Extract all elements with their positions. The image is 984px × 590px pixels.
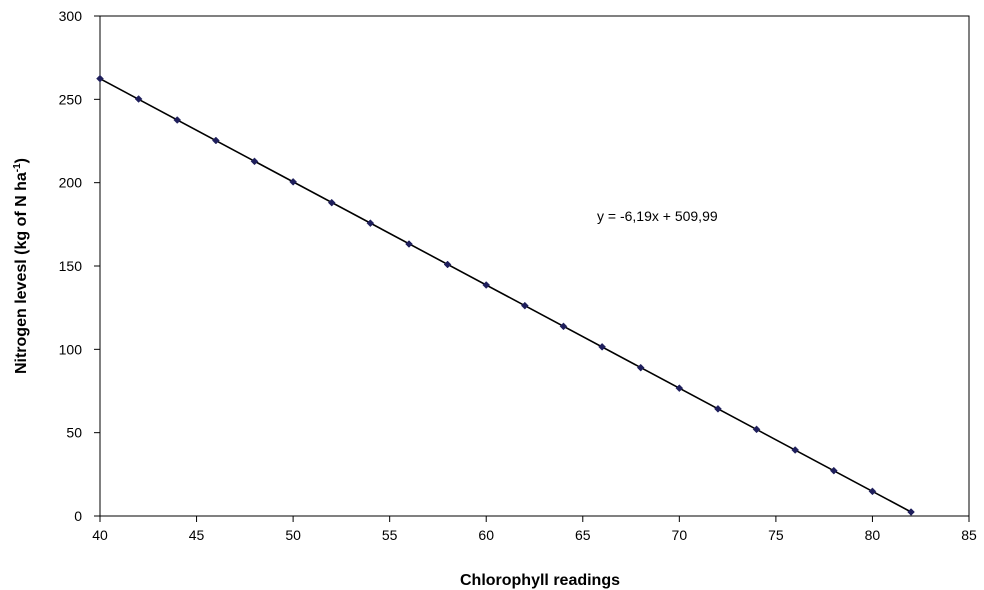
x-tick-label: 80 — [865, 527, 881, 543]
data-point — [482, 281, 491, 289]
data-point — [250, 157, 259, 166]
data-point — [96, 74, 104, 83]
y-axis-title-superscript: -1 — [12, 163, 23, 172]
data-point — [405, 240, 413, 248]
data-point — [868, 487, 877, 496]
y-tick-label: 100 — [59, 341, 83, 357]
data-point — [907, 508, 915, 516]
x-axis-ticks: 40 45 50 55 60 65 70 75 80 85 — [92, 516, 977, 543]
data-point — [173, 116, 182, 124]
equation-annotation: y = -6,19x + 509,99 — [597, 208, 718, 224]
data-point — [559, 322, 568, 331]
trendline — [99, 77, 912, 513]
data-point — [134, 95, 143, 103]
data-point — [443, 260, 452, 269]
y-tick-label: 300 — [59, 8, 83, 24]
x-tick-label: 40 — [92, 527, 108, 543]
y-axis-title: Nitrogen levesl (kg of N ha-1) — [12, 158, 30, 374]
plot-area — [99, 15, 970, 517]
x-tick-label: 50 — [285, 527, 301, 543]
x-tick-label: 65 — [575, 527, 591, 543]
data-point — [636, 363, 645, 372]
data-point — [829, 466, 838, 475]
x-tick-label: 55 — [382, 527, 398, 543]
x-tick-label: 70 — [672, 527, 688, 543]
x-tick-label: 60 — [478, 527, 494, 543]
y-tick-label: 50 — [66, 425, 82, 441]
data-point — [327, 198, 336, 207]
data-point — [520, 301, 529, 310]
x-tick-label: 85 — [961, 527, 977, 543]
y-tick-label: 250 — [59, 91, 83, 107]
data-point — [791, 446, 800, 454]
y-axis-title-close: ) — [13, 158, 30, 163]
x-tick-label: 75 — [768, 527, 784, 543]
x-axis-title: Chlorophyll readings — [460, 572, 620, 589]
data-point — [212, 136, 220, 145]
x-tick-label: 45 — [189, 527, 205, 543]
y-axis-ticks: 0 50 100 150 200 250 300 — [59, 8, 100, 524]
data-point — [675, 384, 684, 393]
data-points — [96, 74, 915, 516]
data-point — [289, 177, 297, 186]
y-tick-label: 200 — [59, 175, 83, 191]
data-point — [366, 219, 375, 228]
y-axis-title-main: Nitrogen levesl (kg of N ha — [13, 172, 30, 374]
y-tick-label: 150 — [59, 258, 83, 274]
data-point — [598, 342, 606, 351]
data-point — [714, 404, 722, 413]
y-tick-label: 0 — [74, 508, 82, 524]
data-point — [752, 425, 761, 434]
